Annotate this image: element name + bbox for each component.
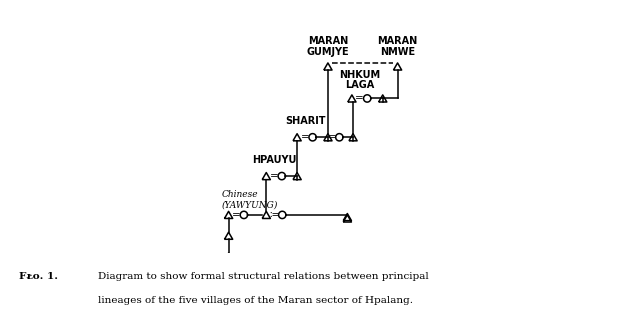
Text: MARAN
NMWE: MARAN NMWE <box>377 36 418 57</box>
Text: HPAUYU: HPAUYU <box>252 155 296 165</box>
Text: Chinese
(YAWYUNG): Chinese (YAWYUNG) <box>222 191 278 209</box>
Text: lineages of the five villages of the Maran sector of Hpalang.: lineages of the five villages of the Mar… <box>98 296 413 306</box>
Text: SHARIT: SHARIT <box>285 116 325 126</box>
Text: Fᴌᴏ. 1.: Fᴌᴏ. 1. <box>19 272 58 281</box>
Text: NHKUM
LAGA: NHKUM LAGA <box>339 70 380 90</box>
Text: =: = <box>355 93 364 103</box>
Text: Diagram to show formal structural relations between principal: Diagram to show formal structural relati… <box>98 272 429 281</box>
Text: =: = <box>301 132 310 142</box>
Text: MARAN
GUMJYE: MARAN GUMJYE <box>306 36 349 57</box>
Text: =: = <box>270 171 279 181</box>
Text: ∶=: ∶= <box>269 210 280 220</box>
Text: =: = <box>232 210 241 220</box>
Text: =: = <box>328 132 337 142</box>
